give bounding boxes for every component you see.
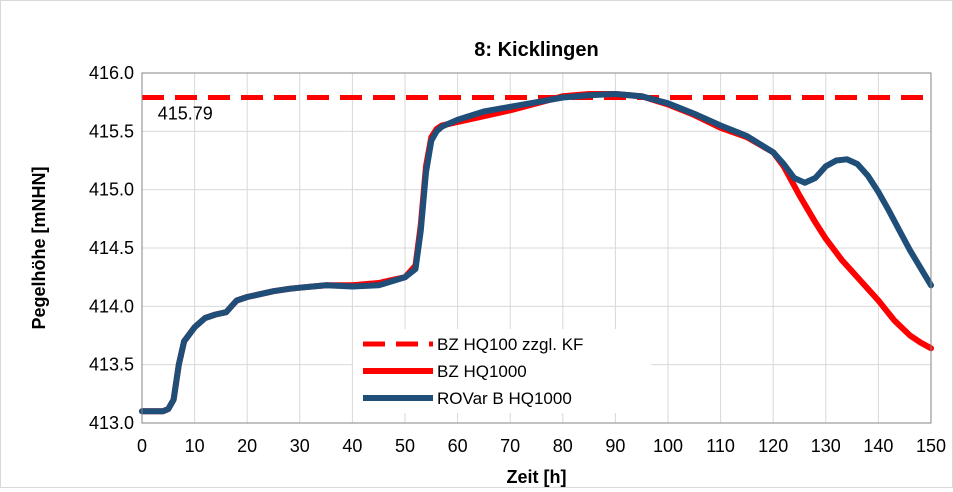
series-line-3 <box>139 91 934 415</box>
x-tick-label: 30 <box>290 436 310 456</box>
y-tick-label: 413.0 <box>89 413 134 433</box>
legend-label-3: ROVar B HQ1000 <box>437 389 572 408</box>
x-tick-label: 20 <box>237 436 257 456</box>
y-tick-label: 413.5 <box>89 355 134 375</box>
x-tick-labels: 0 10 20 30 40 50 60 70 80 90 100 110 120 130 140 150 <box>137 436 946 456</box>
chart-title: 8: Kicklingen <box>474 39 598 61</box>
x-tick-label: 50 <box>395 436 415 456</box>
series-group <box>139 91 934 415</box>
x-tick-label: 80 <box>553 436 573 456</box>
y-tick-label: 414.0 <box>89 296 134 316</box>
x-tick-label: 10 <box>185 436 205 456</box>
x-tick-label: 120 <box>758 436 788 456</box>
x-tick-label: 100 <box>653 436 683 456</box>
legend-label-2: BZ HQ1000 <box>437 362 527 381</box>
x-tick-label: 90 <box>605 436 625 456</box>
x-tick-label: 0 <box>137 436 147 456</box>
plot-border <box>141 72 932 424</box>
y-tick-label: 415.5 <box>89 121 134 141</box>
x-tick-label: 150 <box>916 436 946 456</box>
legend: BZ HQ100 zzgl. KF BZ HQ1000 ROVar B HQ1000 <box>353 329 651 413</box>
x-axis-label: Zeit [h] <box>507 467 567 487</box>
x-tick-label: 130 <box>811 436 841 456</box>
x-tick-label: 40 <box>342 436 362 456</box>
x-tick-label: 60 <box>448 436 468 456</box>
y-axis-label: Pegelhöhe [mNHN] <box>29 166 49 329</box>
x-tick-label: 140 <box>863 436 893 456</box>
y-tick-label: 414.5 <box>89 238 134 258</box>
legend-label-1: BZ HQ100 zzgl. KF <box>437 335 583 354</box>
y-tick-labels: 413.0 413.5 414.0 414.5 415.0 415.5 416.0 <box>89 63 134 433</box>
threshold-value-label: 415.79 <box>158 104 213 124</box>
y-tick-label: 415.0 <box>89 180 134 200</box>
x-tick-label: 110 <box>706 436 735 456</box>
x-tick-label: 70 <box>500 436 520 456</box>
y-tick-label: 416.0 <box>89 63 134 83</box>
